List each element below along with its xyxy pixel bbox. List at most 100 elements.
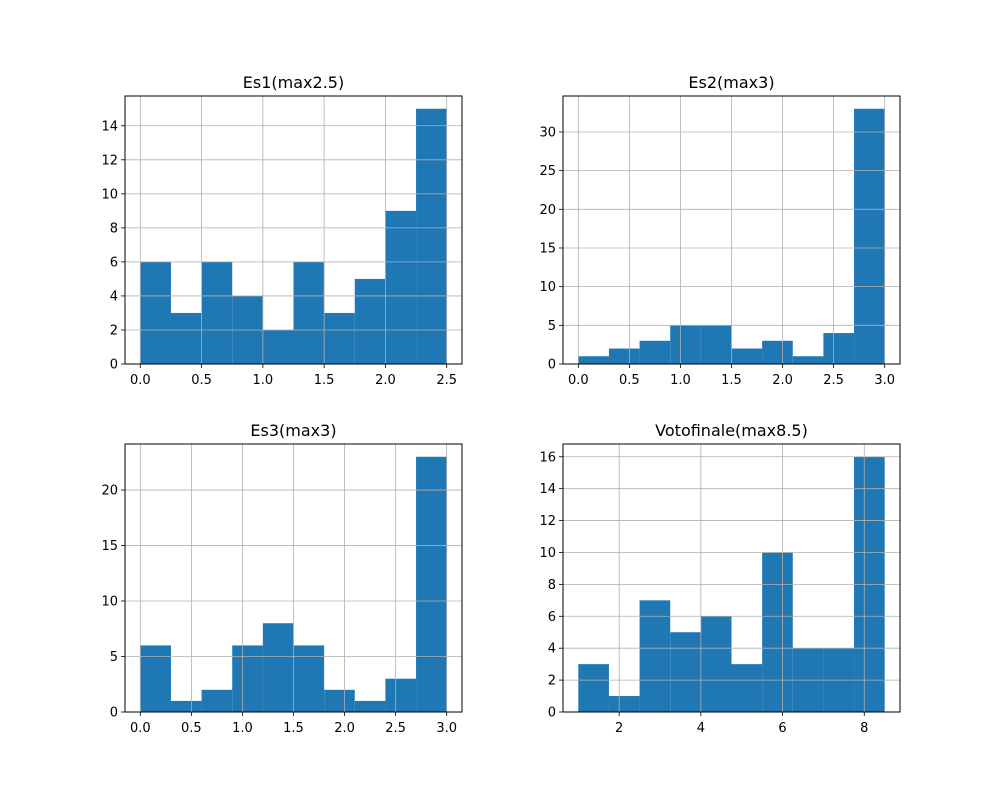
histogram-bar (232, 645, 263, 712)
x-tick-label: 1.5 (314, 373, 335, 388)
histogram-bar (670, 325, 701, 364)
y-tick-label: 2 (548, 674, 556, 689)
y-tick-label: 8 (110, 221, 118, 236)
axes-frame (562, 443, 901, 713)
axes-frame (124, 95, 463, 365)
x-tick-label: 2.0 (375, 373, 396, 388)
x-tick-label: 0.5 (191, 373, 212, 388)
histogram-bar (608, 348, 640, 364)
subplot-es1: Es1(max2.5) 0.0 0.5 1.0 1.5 2.0 2.5 0 2 4 6 8 10 12 1… (101, 73, 463, 388)
histogram-bar (670, 632, 701, 712)
x-tick-label: 1.0 (232, 721, 253, 736)
histogram-bar (578, 664, 609, 712)
histogram-bar (170, 700, 202, 712)
y-tick-label: 0 (548, 706, 556, 721)
x-tick-label: 2.0 (772, 373, 793, 388)
histogram-bar (262, 329, 294, 364)
histogram-bar (201, 261, 233, 364)
x-tick-label: 0.0 (568, 373, 589, 388)
x-tick-label: 1.5 (721, 373, 742, 388)
y-tick-label: 30 (539, 125, 556, 140)
histogram-bar (608, 696, 640, 712)
y-tick-label: 20 (539, 203, 556, 218)
y-tick-label: 5 (548, 319, 556, 334)
y-tick-label: 12 (539, 514, 556, 529)
y-tick-label: 4 (548, 642, 556, 657)
histogram-bar (792, 356, 824, 364)
x-tick-label: 0.5 (619, 373, 640, 388)
subplot-es3: Es3(max3) 0.0 0.5 1.0 1.5 2.0 2.5 3.0 0 5 10 15 20 (101, 421, 463, 736)
x-tick-label: 0.0 (130, 373, 151, 388)
x-tick-label: 2.5 (823, 373, 844, 388)
subplot-votofinale: Votofinale(max8.5) 2 4 6 8 0 2 4 6 8 10 12 14 16 (539, 421, 901, 736)
y-tick-label: 15 (101, 539, 118, 554)
x-tick-label: 2.5 (436, 373, 457, 388)
y-tick-label: 8 (548, 578, 556, 593)
grid (563, 96, 900, 365)
y-tick-label: 15 (539, 241, 556, 256)
histogram-bar (762, 340, 793, 364)
y-tick-label: 6 (548, 610, 556, 625)
histogram-bar (385, 210, 417, 364)
subplot-title: Es2(max3) (688, 73, 774, 92)
x-tick-label: 1.5 (283, 721, 304, 736)
y-tick-label: 10 (101, 187, 118, 202)
x-tick-label: 6 (778, 721, 786, 736)
x-tick-label: 2.5 (385, 721, 406, 736)
histogram-bar (731, 664, 763, 712)
x-tick-label: 8 (860, 721, 868, 736)
histogram-bar (354, 278, 386, 364)
histogram-bar (140, 645, 171, 712)
x-tick-label: 2.0 (334, 721, 355, 736)
histogram-bar (293, 261, 325, 364)
y-tick-label: 0 (110, 706, 118, 721)
x-tick-label: 0.5 (181, 721, 202, 736)
y-tick-label: 0 (548, 358, 556, 373)
histogram-bar (578, 356, 609, 364)
histogram-bar (324, 312, 355, 364)
histogram-bar (854, 108, 885, 364)
histogram-bar (140, 261, 171, 364)
histogram-bar (762, 552, 793, 712)
histogram-bar (354, 700, 386, 712)
y-tick-label: 14 (539, 482, 556, 497)
histogram-bar (201, 689, 233, 712)
subplot-title: Es3(max3) (250, 421, 336, 440)
histogram-bar (293, 645, 325, 712)
histogram-bar (324, 689, 355, 712)
y-tick-label: 12 (101, 153, 118, 168)
histogram-bar (823, 333, 855, 364)
x-tick-label: 2 (615, 721, 623, 736)
histogram-bar (262, 623, 294, 712)
histogram-bar (639, 340, 671, 364)
x-tick-label: 1.0 (670, 373, 691, 388)
histogram-bar (385, 678, 417, 712)
subplot-title: Votofinale(max8.5) (655, 421, 808, 440)
y-tick-label: 6 (110, 255, 118, 270)
y-tick-label: 5 (110, 650, 118, 665)
y-tick-label: 0 (110, 358, 118, 373)
y-tick-label: 20 (101, 484, 118, 499)
histogram-bar (639, 600, 671, 712)
histogram-bar (170, 312, 202, 364)
y-tick-label: 14 (101, 119, 118, 134)
y-tick-label: 25 (539, 164, 556, 179)
bars (578, 108, 885, 364)
histogram-bar (416, 456, 447, 712)
y-tick-label: 10 (539, 280, 556, 295)
subplot-es2: Es2(max3) 0.0 0.5 1.0 1.5 2.0 2.5 3.0 0 5 10 15 20 2… (539, 73, 901, 388)
histogram-bar (700, 325, 732, 364)
bars (140, 456, 447, 712)
grid (125, 96, 462, 365)
x-tick-label: 3.0 (436, 721, 457, 736)
x-tick-label: 0.0 (130, 721, 151, 736)
x-tick-label: 1.0 (253, 373, 274, 388)
y-tick-label: 4 (110, 289, 118, 304)
y-tick-label: 2 (110, 323, 118, 338)
x-tick-label: 4 (697, 721, 705, 736)
histogram-bar (416, 108, 447, 364)
x-tick-label: 3.0 (874, 373, 895, 388)
grid (125, 444, 462, 713)
y-tick-label: 10 (101, 595, 118, 610)
